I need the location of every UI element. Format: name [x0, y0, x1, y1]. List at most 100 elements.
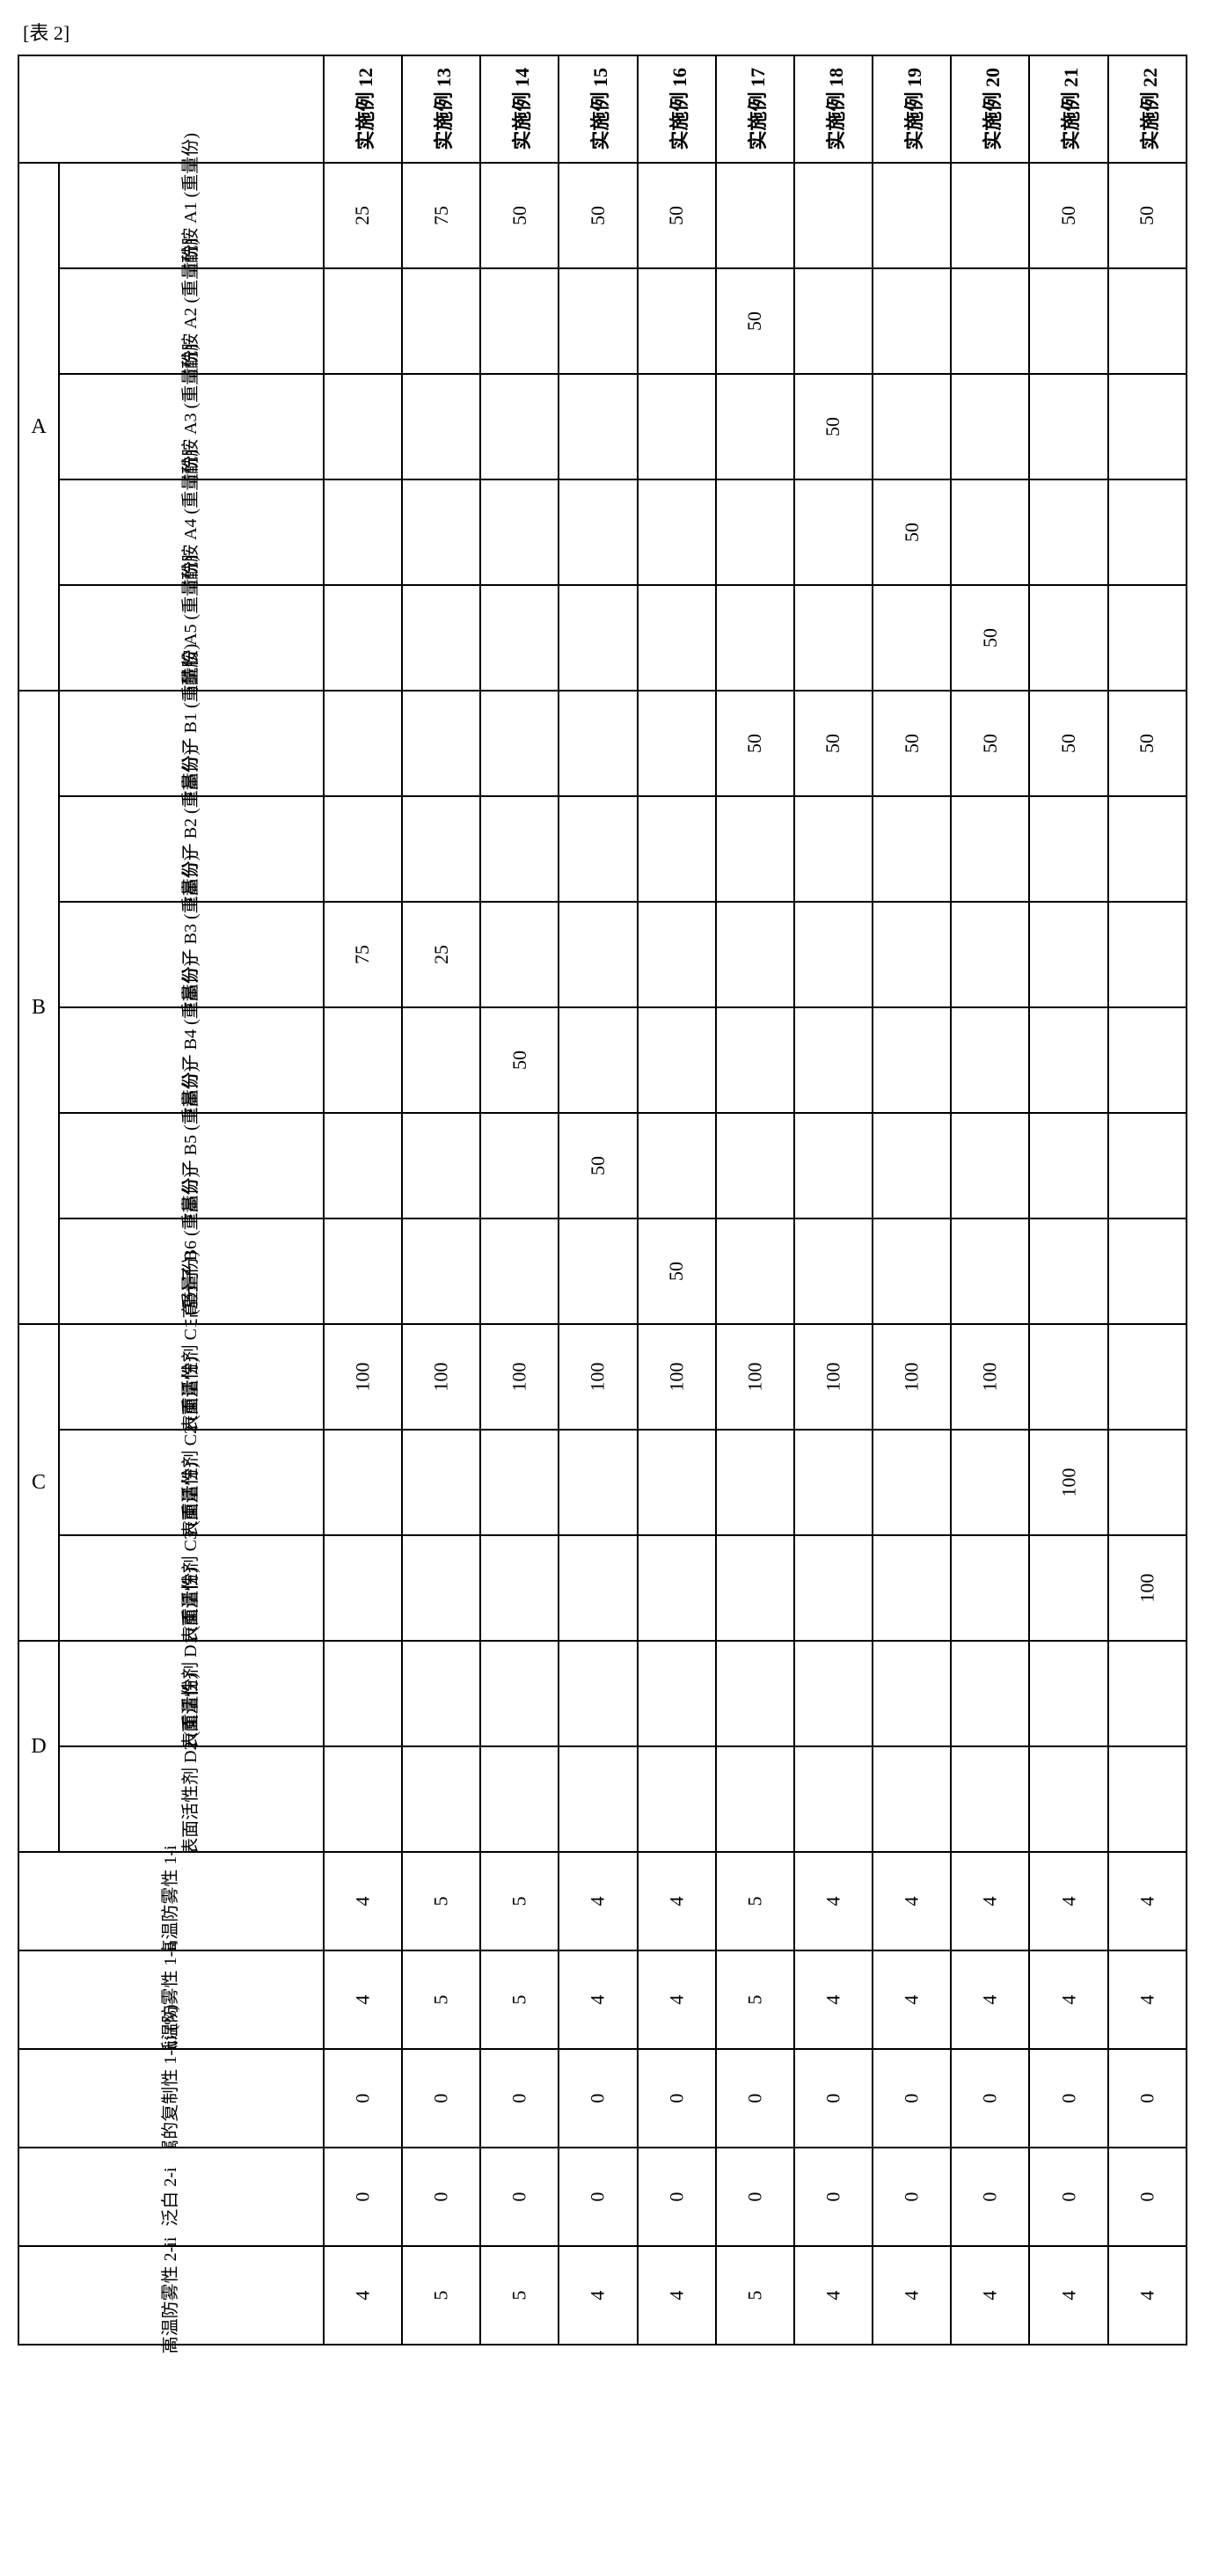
header-blank: [18, 55, 324, 163]
data-cell-value: 0: [587, 2192, 610, 2202]
data-cell: .: [873, 902, 951, 1007]
data-cell: .: [324, 1430, 402, 1535]
data-cell: .: [480, 1746, 559, 1852]
data-cell: 0: [951, 2049, 1029, 2148]
data-cell-value: 100: [351, 1363, 374, 1392]
data-cell: 0: [402, 2049, 480, 2148]
data-cell: .: [559, 1535, 637, 1641]
data-cell: .: [402, 268, 480, 374]
data-cell: .: [716, 1535, 794, 1641]
data-cell-value: 4: [1057, 1897, 1080, 1906]
data-cell: .: [480, 374, 559, 479]
data-cell: 0: [402, 2148, 480, 2246]
data-cell: 100: [716, 1324, 794, 1430]
data-cell-value: 4: [587, 1995, 610, 2005]
data-cell: 4: [1029, 1950, 1107, 2049]
data-cell-value: 0: [822, 2192, 844, 2202]
data-cell-value: 4: [979, 1995, 1002, 2005]
data-cell: .: [638, 585, 716, 691]
data-cell: .: [1029, 1641, 1107, 1746]
data-cell: .: [873, 268, 951, 374]
data-cell: 0: [1108, 2049, 1187, 2148]
data-cell: .: [873, 1746, 951, 1852]
data-cell: .: [324, 479, 402, 585]
data-cell: 25: [324, 163, 402, 268]
data-cell: .: [480, 1430, 559, 1535]
data-cell: 0: [1029, 2049, 1107, 2148]
column-header: 实施例 21: [1029, 55, 1107, 163]
data-cell: 5: [716, 2246, 794, 2345]
data-cell-value: 0: [508, 2094, 531, 2104]
data-cell-value: 0: [743, 2192, 766, 2202]
data-cell-value: 0: [822, 2094, 844, 2104]
column-header: 实施例 14: [480, 55, 559, 163]
data-cell-value: 100: [901, 1363, 924, 1392]
data-cell: 0: [794, 2049, 873, 2148]
data-cell: .: [794, 163, 873, 268]
data-cell: .: [794, 1430, 873, 1535]
data-cell: .: [638, 902, 716, 1007]
group-cell: C: [18, 1324, 59, 1641]
data-cell-value: 100: [979, 1363, 1002, 1392]
data-cell-value: 0: [1057, 2192, 1080, 2202]
data-cell: .: [324, 1113, 402, 1218]
data-cell: .: [1108, 585, 1187, 691]
data-cell: .: [873, 585, 951, 691]
data-cell-value: 5: [430, 1995, 453, 2005]
data-cell: .: [480, 691, 559, 796]
data-cell: 0: [716, 2148, 794, 2246]
data-cell: .: [716, 585, 794, 691]
data-cell: .: [638, 1535, 716, 1641]
data-cell-value: 5: [508, 1897, 531, 1906]
data-cell-value: 50: [1136, 734, 1158, 753]
data-cell: .: [873, 1641, 951, 1746]
data-cell-value: 100: [1057, 1468, 1080, 1497]
data-cell: .: [324, 268, 402, 374]
data-cell-value: 4: [351, 2291, 374, 2301]
data-cell: .: [794, 1641, 873, 1746]
data-cell: .: [638, 374, 716, 479]
data-cell: 4: [559, 2246, 637, 2345]
data-cell: .: [480, 1641, 559, 1746]
data-cell: .: [638, 268, 716, 374]
data-cell: .: [794, 796, 873, 902]
data-cell: .: [951, 1007, 1029, 1113]
data-cell: .: [324, 1218, 402, 1324]
data-cell-value: 75: [351, 945, 374, 964]
data-cell-value: 100: [743, 1363, 766, 1392]
data-cell: .: [480, 902, 559, 1007]
data-cell: .: [402, 1641, 480, 1746]
data-cell: .: [402, 796, 480, 902]
data-cell: 0: [324, 2049, 402, 2148]
data-cell: 100: [324, 1324, 402, 1430]
data-cell: .: [559, 796, 637, 902]
data-cell: 100: [559, 1324, 637, 1430]
column-header: 实施例 19: [873, 55, 951, 163]
data-cell-value: 50: [979, 734, 1002, 753]
data-cell-value: 4: [1136, 1897, 1158, 1906]
data-cell: .: [794, 585, 873, 691]
data-cell-value: 5: [508, 2291, 531, 2301]
data-cell: 4: [1108, 2246, 1187, 2345]
data-cell: 4: [559, 1950, 637, 2049]
data-cell: 0: [638, 2049, 716, 2148]
data-cell: .: [402, 374, 480, 479]
data-cell: .: [324, 1535, 402, 1641]
column-header-label: 实施例 21: [1059, 68, 1084, 150]
data-cell: 4: [951, 1852, 1029, 1950]
group-cell: A: [18, 163, 59, 691]
data-cell-value: 4: [665, 2291, 688, 2301]
data-cell: .: [1108, 1641, 1187, 1746]
data-cell: .: [873, 1007, 951, 1113]
column-header: 实施例 15: [559, 55, 637, 163]
data-cell-value: 5: [430, 1897, 453, 1906]
data-cell-value: 4: [1057, 1995, 1080, 2005]
data-cell-value: 25: [430, 945, 453, 964]
data-cell: .: [559, 1641, 637, 1746]
data-cell: 5: [402, 1950, 480, 2049]
column-header: 实施例 12: [324, 55, 402, 163]
data-cell-value: 4: [665, 1897, 688, 1906]
data-cell-value: 5: [743, 1995, 766, 2005]
data-cell: .: [638, 1430, 716, 1535]
data-cell-value: 0: [430, 2192, 453, 2202]
